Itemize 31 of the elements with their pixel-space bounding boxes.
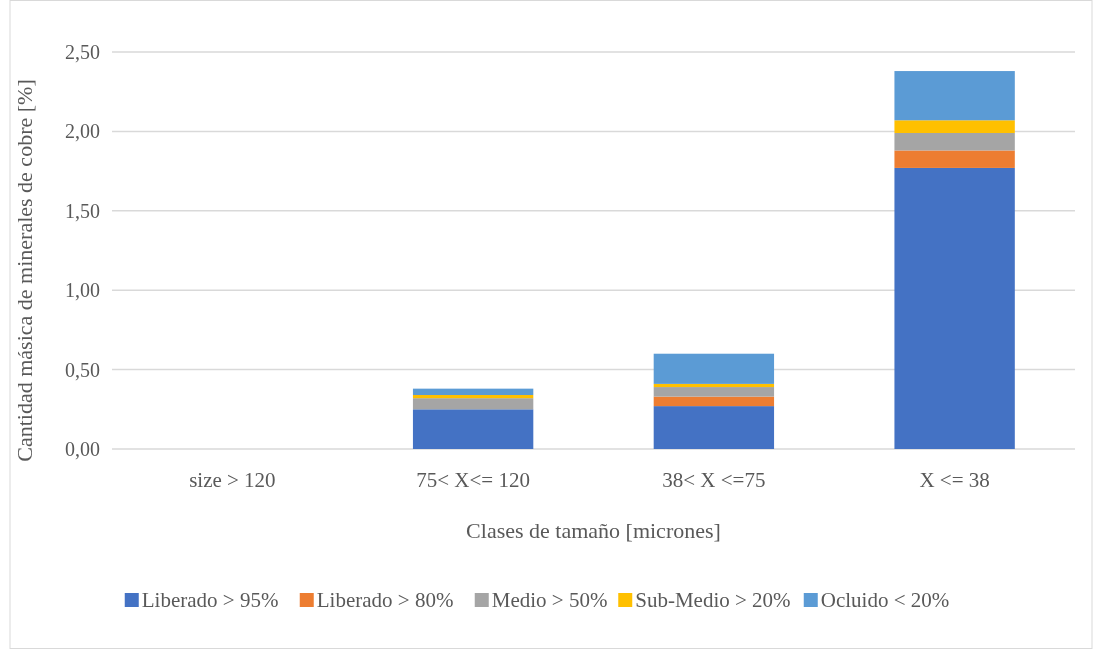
bar [894,150,1015,168]
x-tick-label: 75< X<= 120 [416,468,530,492]
x-tick-label: 38< X <=75 [662,468,766,492]
bar [894,167,1015,449]
bar [412,409,534,449]
y-tick-label: 0,50 [65,358,100,381]
y-tick-label: 1,00 [65,279,100,302]
bar [412,398,534,410]
bar [653,383,775,388]
x-axis-title: Clases de tamaño [micrones] [466,518,721,543]
bar [412,388,534,396]
bar [653,387,775,397]
y-axis-title: Cantidad másica de minerales de cobre [%] [12,79,37,462]
bar [653,406,775,449]
legend-label: Sub-Medio > 20% [635,588,791,613]
y-tick-label: 0,00 [65,438,100,460]
legend-label: Liberado > 95% [141,588,279,613]
bar [412,395,534,399]
bar [653,396,775,407]
bar [653,353,775,384]
legend-label: Liberado > 80% [316,588,454,613]
bar [894,71,1015,121]
legend-label: Ocluido < 20% [820,588,950,613]
y-tick-label: 2,50 [65,41,100,63]
x-tick-label: X <= 38 [919,468,990,492]
bar [894,132,1015,151]
legend-label: Medio > 50% [491,588,608,613]
y-tick-label: 2,00 [65,120,100,143]
y-tick-label: 1,50 [65,199,100,222]
x-tick-label: size > 120 [189,468,276,492]
bar [894,120,1015,133]
